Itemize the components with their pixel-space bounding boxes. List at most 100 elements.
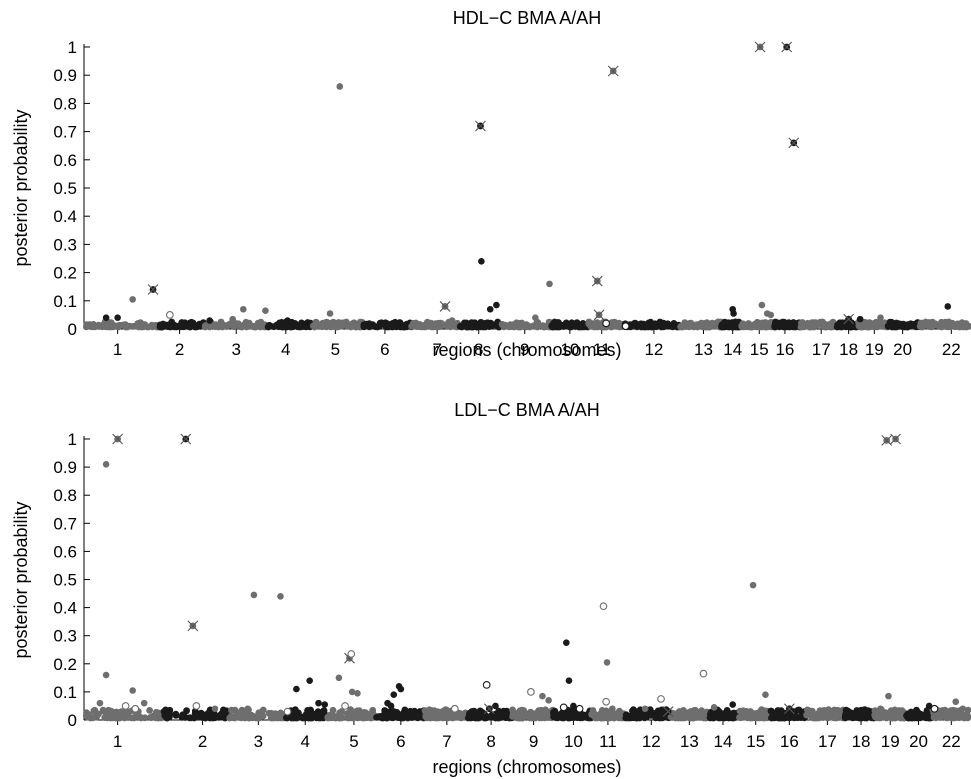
ldl-c-ytick-label: 0.2 — [53, 655, 77, 674]
hdl-c-chrom-label: 12 — [644, 340, 663, 359]
ldl-c-point — [877, 705, 884, 713]
hdl-c-point — [944, 303, 952, 310]
ldl-c-point — [387, 702, 395, 710]
ldl-c-point — [102, 671, 110, 679]
ldl-c-chrom-label: 8 — [486, 732, 495, 751]
ldl-c-point — [492, 702, 499, 710]
hdl-c-background-point — [846, 323, 853, 331]
hdl-c-background-point — [278, 319, 285, 326]
ldl-c-background-point — [398, 714, 406, 722]
hdl-c-ytick-label: 1 — [68, 38, 77, 57]
hdl-c-ylabel: posterior probability — [11, 109, 31, 266]
hdl-c-background-point — [500, 323, 508, 331]
ldl-c-background-point — [794, 706, 802, 714]
hdl-c-title: HDL−C BMA A/AH — [453, 8, 602, 28]
hdl-c-chrom-label: 10 — [560, 340, 579, 359]
ldl-c-cross-marker — [890, 433, 901, 445]
ldl-c-background-point — [252, 714, 260, 722]
ldl-c-chrom-label: 16 — [780, 732, 799, 751]
hdl-c-panel: HDL−C BMA A/AH posterior probability reg… — [11, 8, 971, 360]
ldl-c-background-point — [700, 709, 708, 717]
hdl-c-point — [129, 296, 136, 303]
ldl-c-background-point — [775, 714, 783, 721]
hdl-c-axes — [83, 44, 969, 334]
hdl-c-chrom-label: 2 — [175, 340, 184, 359]
ldl-c-background-point — [103, 709, 111, 717]
ldl-c-background-point — [656, 707, 663, 715]
ldl-c-background-point — [588, 710, 595, 718]
ldl-c-xlabel: regions (chromosomes) — [432, 757, 621, 777]
hdl-c-cross-marker — [788, 137, 800, 149]
ldl-c-background-point — [180, 711, 188, 719]
ldl-c-chrom-label: 13 — [680, 732, 699, 751]
ldl-c-chrom-label: 19 — [881, 732, 900, 751]
ldl-c-background-point — [810, 714, 818, 721]
ldl-c-point — [925, 702, 933, 710]
hdl-c-chrom-label: 7 — [432, 340, 441, 359]
ldl-c-background-point — [861, 714, 869, 722]
ldl-c-title: LDL−C BMA A/AH — [454, 400, 600, 420]
hdl-c-background-point — [874, 322, 882, 330]
hdl-c-ytick-label: 0 — [68, 320, 77, 339]
hdl-c-point — [262, 307, 269, 314]
ldl-c-point — [277, 593, 284, 600]
hdl-c-background-points — [83, 318, 971, 331]
ldl-c-point — [335, 674, 343, 682]
hdl-c-point — [532, 314, 539, 322]
hdl-c-chrom-label: 3 — [231, 340, 240, 359]
ldl-c-chrom-label: 10 — [564, 732, 583, 751]
hdl-c-background-point — [206, 323, 214, 331]
ldl-c-background-point — [209, 714, 216, 722]
ldl-c-background-point — [428, 714, 435, 722]
ldl-c-background-point — [563, 710, 570, 718]
ldl-c-background-point — [480, 712, 488, 720]
hdl-c-point — [336, 83, 344, 90]
hdl-c-background-point — [99, 323, 107, 330]
ldl-c-open-point — [657, 695, 665, 703]
ldl-c-chrom-label: 9 — [529, 732, 538, 751]
ldl-c-background-point — [911, 714, 919, 722]
ldl-c-chrom-label: 17 — [818, 732, 837, 751]
ldl-c-background-point — [476, 707, 484, 715]
hdl-c-background-point — [219, 323, 226, 331]
ldl-c-background-point — [819, 708, 827, 716]
hdl-c-background-point — [266, 322, 274, 329]
ldl-c-chrom-label: 5 — [349, 732, 358, 751]
hdl-c-background-point — [135, 323, 143, 331]
hdl-c-point — [284, 317, 291, 324]
hdl-c-point — [206, 317, 213, 324]
hdl-c-chrom-label: 22 — [942, 340, 961, 359]
ldl-c-background-point — [433, 714, 440, 722]
hdl-c-background-point — [122, 323, 129, 331]
ldl-c-ytick-label: 1 — [68, 430, 77, 449]
ldl-c-chrom-label: 18 — [852, 732, 871, 751]
ldl-c-ytick-label: 0.5 — [53, 571, 77, 590]
ldl-c-background-point — [936, 712, 944, 720]
ldl-c-point — [211, 705, 219, 713]
ldl-c-open-point — [527, 688, 535, 696]
ldl-c-point — [102, 460, 110, 468]
hdl-c-background-point — [821, 323, 829, 331]
hdl-c-chrom-label: 20 — [893, 340, 912, 359]
hdl-c-background-point — [647, 318, 654, 326]
ldl-c-open-point — [599, 602, 608, 611]
ldl-c-background-point — [297, 713, 305, 721]
hdl-c-ytick-labels: 0 0.1 0.2 0.3 0.4 0.5 0.6 0.7 0.8 0.9 1 — [53, 38, 77, 339]
hdl-c-background-point — [785, 320, 793, 327]
ldl-c-point — [140, 699, 148, 707]
hdl-c-ytick-label: 0.1 — [53, 292, 77, 311]
ldl-c-background-point — [414, 713, 422, 721]
hdl-c-background-point — [728, 319, 736, 326]
hdl-c-cross-marker — [439, 301, 451, 312]
hdl-c-cross-marker — [593, 309, 605, 321]
hdl-c-background-point — [172, 322, 180, 330]
ldl-c-background-point — [467, 709, 475, 717]
hdl-c-chrom-label: 6 — [380, 340, 389, 359]
hdl-c-chrom-label: 16 — [775, 340, 794, 359]
ldl-c-background-point — [746, 714, 754, 722]
ldl-c-point — [641, 705, 649, 713]
hdl-c-chrom-label: 8 — [474, 340, 483, 359]
ldl-c-point — [129, 687, 136, 694]
hdl-c-background-point — [244, 319, 251, 327]
